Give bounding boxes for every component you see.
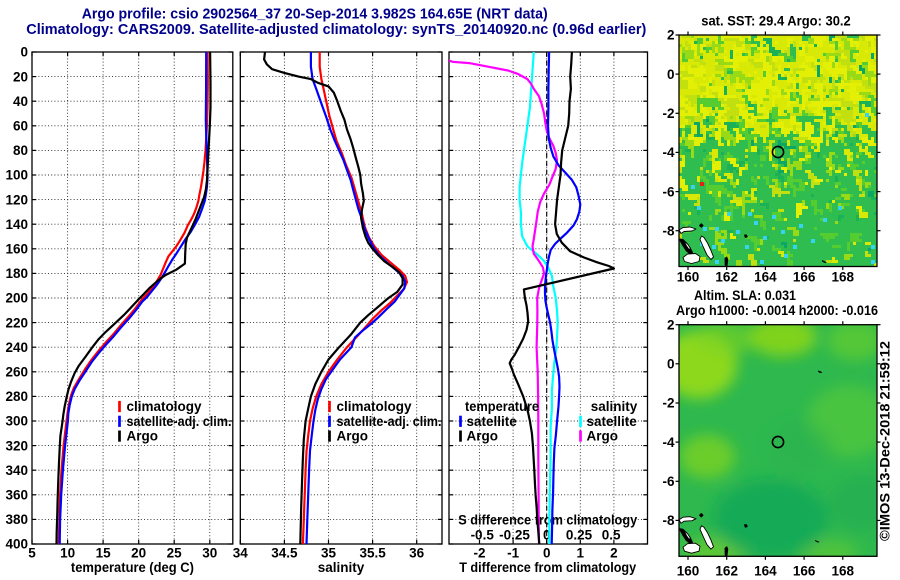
- svg-text:-8: -8: [662, 223, 674, 238]
- svg-text:0: 0: [667, 67, 675, 82]
- svg-text:2: 2: [610, 546, 618, 561]
- svg-text:162: 162: [715, 564, 738, 579]
- svg-text:1: 1: [577, 546, 585, 561]
- svg-text:-6: -6: [662, 184, 674, 199]
- svg-text:160: 160: [677, 270, 700, 285]
- svg-text:satellite-adj. clim.: satellite-adj. clim.: [337, 414, 442, 429]
- svg-text:120: 120: [5, 192, 28, 207]
- svg-text:10: 10: [60, 546, 75, 561]
- svg-text:20: 20: [13, 69, 28, 84]
- svg-text:-0.5: -0.5: [471, 528, 495, 543]
- svg-text:168: 168: [832, 270, 855, 285]
- svg-text:-6: -6: [662, 474, 674, 489]
- svg-text:162: 162: [715, 270, 738, 285]
- svg-text:2: 2: [667, 317, 675, 332]
- svg-text:Argo: Argo: [587, 429, 619, 444]
- svg-text:260: 260: [5, 365, 28, 380]
- svg-text:sat. SST: 29.4 Argo: 30.2: sat. SST: 29.4 Argo: 30.2: [701, 14, 851, 29]
- svg-text:168: 168: [832, 564, 855, 579]
- svg-text:©IMOS 13-Dec-2018 21:59:12: ©IMOS 13-Dec-2018 21:59:12: [878, 341, 893, 541]
- svg-text:164: 164: [754, 564, 777, 579]
- svg-text:salinity: salinity: [591, 399, 638, 414]
- svg-text:40: 40: [13, 94, 28, 109]
- svg-text:166: 166: [793, 564, 816, 579]
- svg-text:35.5: 35.5: [359, 546, 386, 561]
- svg-text:satellite: satellite: [467, 414, 518, 429]
- svg-text:satellite-adj. clim.: satellite-adj. clim.: [127, 414, 232, 429]
- svg-text:60: 60: [13, 119, 28, 134]
- svg-text:240: 240: [5, 340, 28, 355]
- svg-text:temperature: temperature: [465, 399, 539, 414]
- svg-text:180: 180: [5, 266, 28, 281]
- svg-text:160: 160: [677, 564, 700, 579]
- svg-text:temperature (deg C): temperature (deg C): [71, 560, 194, 575]
- svg-text:140: 140: [5, 217, 28, 232]
- svg-text:0: 0: [667, 357, 675, 372]
- svg-text:-2: -2: [473, 546, 485, 561]
- svg-text:0.25: 0.25: [566, 528, 593, 543]
- svg-text:Argo: Argo: [467, 429, 499, 444]
- svg-text:5: 5: [28, 546, 36, 561]
- svg-text:0: 0: [543, 528, 551, 543]
- svg-text:360: 360: [5, 488, 28, 503]
- svg-text:2: 2: [667, 28, 675, 43]
- svg-text:80: 80: [13, 143, 28, 158]
- svg-text:280: 280: [5, 389, 28, 404]
- svg-text:320: 320: [5, 438, 28, 453]
- svg-text:400: 400: [5, 537, 28, 552]
- svg-text:Altim. SLA: 0.031: Altim. SLA: 0.031: [694, 288, 796, 303]
- svg-text:Argo: Argo: [127, 429, 159, 444]
- svg-text:36: 36: [409, 546, 425, 561]
- svg-text:Argo h1000: -0.0014 h2000: -0.: Argo h1000: -0.0014 h2000: -0.016: [676, 303, 878, 318]
- svg-text:S difference from climatology: S difference from climatology: [458, 513, 637, 528]
- svg-text:0: 0: [20, 45, 28, 60]
- svg-text:salinity: salinity: [318, 560, 365, 575]
- svg-text:satellite: satellite: [587, 414, 638, 429]
- svg-text:0.5: 0.5: [602, 528, 621, 543]
- svg-text:climatology: climatology: [127, 399, 203, 414]
- svg-text:-8: -8: [662, 513, 674, 528]
- svg-text:20: 20: [131, 546, 146, 561]
- svg-text:-1: -1: [507, 546, 519, 561]
- svg-text:35: 35: [321, 546, 337, 561]
- svg-text:-2: -2: [662, 106, 674, 121]
- svg-text:25: 25: [167, 546, 183, 561]
- svg-text:T difference from climatology: T difference from climatology: [459, 560, 636, 575]
- svg-text:34.5: 34.5: [271, 546, 298, 561]
- svg-text:34: 34: [233, 546, 249, 561]
- svg-text:30: 30: [202, 546, 217, 561]
- svg-text:-0.25: -0.25: [499, 528, 530, 543]
- svg-text:climatology: climatology: [337, 399, 413, 414]
- svg-text:-2: -2: [662, 396, 674, 411]
- svg-text:220: 220: [5, 315, 28, 330]
- svg-text:100: 100: [5, 168, 28, 183]
- svg-text:380: 380: [5, 512, 28, 527]
- svg-text:Argo profile: csio 2902564_37: Argo profile: csio 2902564_37 20-Sep-201…: [82, 7, 548, 23]
- svg-text:166: 166: [793, 270, 816, 285]
- svg-text:-4: -4: [662, 435, 674, 450]
- svg-text:200: 200: [5, 291, 28, 306]
- svg-text:Argo: Argo: [337, 429, 369, 444]
- svg-text:300: 300: [5, 414, 28, 429]
- svg-text:Climatology: CARS2009. Satelli: Climatology: CARS2009. Satellite-adjuste…: [26, 22, 646, 38]
- svg-text:15: 15: [96, 546, 112, 561]
- svg-text:160: 160: [5, 242, 28, 257]
- svg-text:-4: -4: [662, 145, 674, 160]
- svg-text:0: 0: [543, 546, 551, 561]
- svg-text:340: 340: [5, 463, 28, 478]
- svg-text:164: 164: [754, 270, 777, 285]
